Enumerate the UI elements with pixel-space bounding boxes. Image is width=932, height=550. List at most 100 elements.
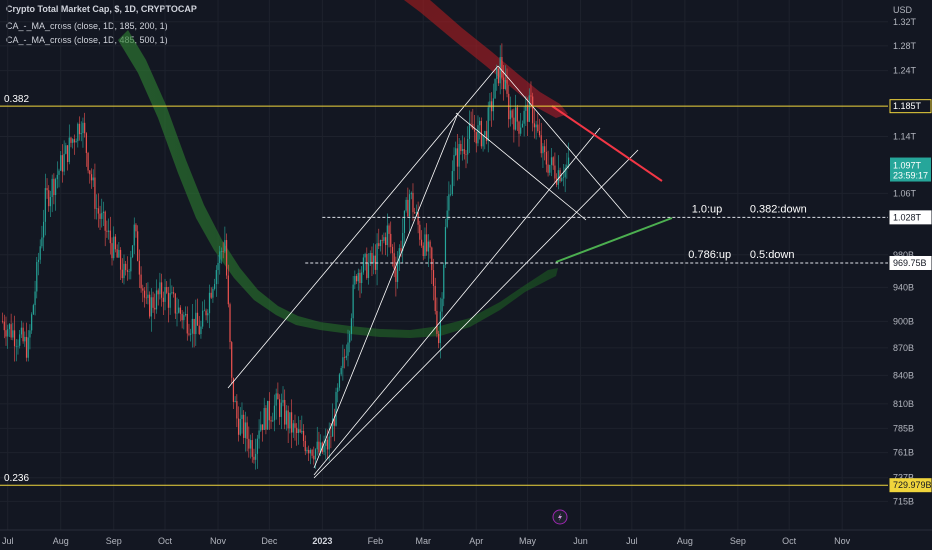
candle-body [37, 259, 40, 262]
red-trendline[interactable] [551, 105, 663, 182]
candle-body [125, 263, 127, 271]
candle-body [427, 241, 429, 252]
y-tick-label: 1.06T [893, 188, 917, 198]
candle-body [296, 427, 298, 434]
candle-body [501, 57, 503, 78]
candle-body [366, 254, 368, 278]
candle-body [465, 154, 467, 155]
candle-body [403, 210, 406, 233]
channel-inner-line-1[interactable] [313, 112, 459, 469]
candle-body [82, 122, 84, 134]
candle-body [130, 257, 132, 272]
candle-body [429, 241, 431, 248]
candle-body [395, 268, 397, 282]
candle-body [63, 153, 65, 172]
candle-body [521, 123, 524, 128]
y-tick-label: 715B [893, 496, 914, 506]
candle-body [297, 429, 300, 434]
candle-body [275, 393, 277, 406]
candle-body [154, 307, 156, 310]
candle-body [222, 251, 224, 252]
candle-body [338, 374, 341, 388]
trendline-drawings [227, 65, 673, 479]
candle-body [46, 188, 48, 191]
candle-body [164, 287, 166, 302]
price-badge [889, 99, 932, 114]
x-tick-label: Aug [677, 536, 693, 546]
candle-body [27, 337, 29, 358]
candle-body [133, 224, 135, 246]
candle-body [373, 255, 375, 264]
candle-body [24, 336, 26, 342]
time-axis[interactable]: Jul Aug Sep Oct Nov Dec 2023 Feb Mar Apr May Jun Jul… [0, 529, 932, 546]
indicator-2-legend[interactable]: CA_-_MA_cross (close, 1D, 485, 500, 1) [6, 35, 168, 45]
candle-body [31, 314, 33, 331]
candle-body [326, 439, 329, 450]
candle-body [538, 131, 541, 136]
channel-inner-line-2[interactable] [313, 127, 601, 476]
candle-body [142, 288, 144, 291]
candle-body [54, 179, 57, 196]
wedge-lower-line[interactable] [455, 112, 587, 221]
candles [1, 43, 570, 470]
candle-body [564, 167, 566, 178]
candle-body [90, 174, 93, 181]
candle-body [229, 304, 231, 343]
candle-body [150, 297, 152, 317]
candle-body [58, 170, 60, 175]
green-trendline[interactable] [555, 217, 673, 263]
candle-body [439, 311, 441, 344]
indicator-1-legend[interactable]: CA_-_MA_cross (close, 1D, 185, 200, 1) [6, 21, 168, 31]
y-tick-label: 940B [893, 282, 914, 292]
candle-body [272, 420, 274, 422]
candle-body [80, 133, 82, 135]
candle-body [97, 208, 99, 214]
candle-body [444, 226, 447, 266]
candle-body [470, 123, 472, 125]
candle-body [460, 144, 462, 152]
candle-body [497, 68, 500, 84]
candle-body [219, 251, 221, 263]
candle-body [143, 290, 146, 298]
x-tick-label: May [519, 536, 537, 546]
candle-body [396, 263, 399, 282]
candle-body [513, 117, 515, 130]
candle-body [179, 307, 182, 314]
channel-upper-line[interactable] [227, 65, 499, 389]
lightning-icon[interactable] [552, 509, 568, 525]
candle-body [78, 123, 81, 135]
candle-body [108, 230, 110, 232]
candle-body [270, 420, 272, 422]
x-tick-label: Oct [782, 536, 797, 546]
candle-body [414, 212, 416, 214]
candle-body [202, 310, 204, 327]
candle-body [506, 80, 508, 94]
candle-body [94, 177, 96, 209]
candle-body [455, 148, 457, 156]
candle-body [468, 123, 471, 139]
candle-body [162, 297, 164, 302]
candle-body [556, 178, 558, 185]
wedge-upper-line[interactable] [497, 65, 629, 219]
y-tick-label: 980B [893, 250, 914, 260]
price-axis[interactable]: USD 1.32T 1.28T 1.24T 1.14T 1.06T 980B 940B 900B… [888, 0, 932, 550]
current-price-badge [890, 157, 931, 182]
candle-body [419, 224, 421, 240]
x-tick-label: Nov [834, 536, 851, 546]
y-tick-label: 761B [893, 448, 914, 458]
candle-body [504, 80, 506, 89]
x-tick-label: Nov [210, 536, 227, 546]
candle-body [337, 387, 339, 392]
candle-body [456, 148, 459, 167]
candle-body [236, 401, 238, 419]
candle-body [25, 336, 28, 358]
channel-lower-line[interactable] [313, 149, 639, 479]
candle-body [424, 234, 426, 256]
candle-body [535, 124, 537, 128]
candle-body [119, 249, 122, 270]
candle-body [161, 282, 163, 298]
x-tick-label: Aug [53, 536, 69, 546]
candle-body [215, 270, 217, 285]
candle-body [196, 312, 199, 326]
